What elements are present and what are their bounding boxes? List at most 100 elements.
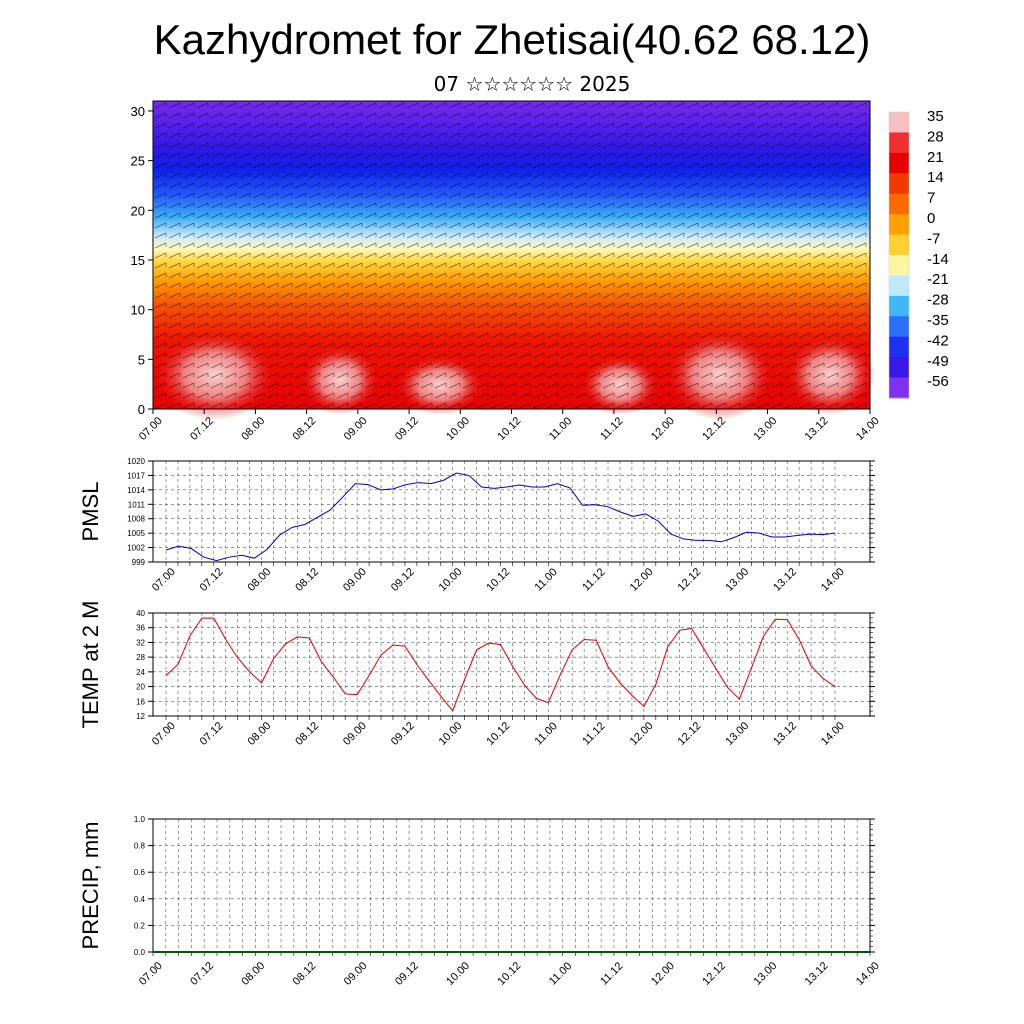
colorbar: 35 28 21 14 7 0 -7 -14 -21 -28 -35 -42 -49 -56 <box>888 108 949 399</box>
y-tick-label: 16 <box>136 697 145 706</box>
colorbar-label: -14 <box>927 251 949 268</box>
x-tick-label: 14.00 <box>819 720 847 748</box>
y-tick-label: 40 <box>136 609 145 618</box>
x-tick-label: 11.00 <box>547 960 574 987</box>
temp-panel: 12 16 20 24 28 32 36 40 07.00 07.12 08.00 08.12 09.0… <box>78 601 875 748</box>
x-tick-label: 09.12 <box>393 415 421 443</box>
x-tick-label: 10.12 <box>484 720 512 748</box>
x-tick-label: 08.12 <box>291 415 319 443</box>
x-tick-label: 14.00 <box>819 566 847 594</box>
colorbar-swatch <box>889 112 909 133</box>
pmsl-panel: 999 1002 1005 1008 1011 1014 1017 1020 07.00 07.1… <box>78 457 875 594</box>
colorbar-swatch <box>889 255 909 276</box>
x-tick-label: 08.00 <box>239 960 267 988</box>
pmsl-series <box>165 472 836 562</box>
y-tick-label: 15 <box>131 253 145 268</box>
x-tick-label: 13.00 <box>751 960 779 988</box>
x-tick-label: 09.12 <box>389 720 417 748</box>
y-tick-label: 5 <box>138 352 145 367</box>
y-tick-label: 0.4 <box>134 895 146 904</box>
colorbar-label: -49 <box>927 353 949 370</box>
x-tick-label: 07.00 <box>137 415 165 443</box>
colorbar-swatch <box>889 275 909 297</box>
x-tick-label: 11.00 <box>532 720 559 747</box>
colorbar-label: -7 <box>927 230 940 247</box>
y-axis-label: PMSL <box>78 482 103 542</box>
y-tick-label: 24 <box>136 668 145 677</box>
colorbar-swatch <box>889 357 909 379</box>
panel-frame <box>152 460 871 563</box>
x-tick-label: 14.00 <box>854 960 882 988</box>
x-tick-label: 13.12 <box>771 720 799 748</box>
y-axis-label: PRECIP, mm <box>78 822 103 950</box>
wind-vectors <box>153 101 870 409</box>
y-tick-label: 999 <box>132 558 146 567</box>
x-tick-label: 07.00 <box>150 720 178 748</box>
x-tick-label: 10.00 <box>444 415 472 443</box>
y-tick-label: 30 <box>131 104 145 119</box>
colorbar-frame <box>888 111 910 399</box>
x-tick-label: 10.12 <box>484 566 512 594</box>
colorbar-swatch <box>889 336 909 358</box>
colorbar-label: 14 <box>927 169 944 186</box>
colorbar-label: 7 <box>927 190 935 207</box>
colorbar-swatch <box>889 173 909 195</box>
y-tick-label: 28 <box>136 653 145 662</box>
colorbar-swatch <box>889 214 909 236</box>
y-axis-label: TEMP at 2 M <box>78 601 103 729</box>
chart-subtitle: 07 ☆☆☆☆☆☆ 2025 <box>433 72 631 96</box>
x-tick-label: 07.00 <box>137 960 165 988</box>
colorbar-label: -21 <box>927 271 949 288</box>
chart-title: Kazhydromet for Zhetisai(40.62 68.12) <box>153 16 871 63</box>
x-tick-label: 07.12 <box>188 960 216 988</box>
colorbar-swatch <box>889 316 909 338</box>
y-tick-label: 10 <box>131 303 145 318</box>
y-tick-label: 1020 <box>127 457 145 466</box>
x-tick-label: 10.12 <box>495 960 523 988</box>
y-tick-label: 1017 <box>127 471 145 480</box>
x-tick-label: 11.12 <box>580 566 607 593</box>
x-tick-label: 09.12 <box>389 566 417 594</box>
y-tick-label: 36 <box>136 624 145 633</box>
colorbar-swatch <box>889 377 909 399</box>
x-tick-label: 08.00 <box>239 415 267 443</box>
y-tick-label: 25 <box>131 154 145 169</box>
x-tick-label: 10.00 <box>437 566 465 594</box>
colorbar-label: -28 <box>927 292 949 309</box>
x-tick-label: 08.00 <box>245 566 273 594</box>
y-tick-label: 0.2 <box>134 921 146 930</box>
x-tick-label: 12.00 <box>628 720 656 748</box>
colorbar-label: -35 <box>927 312 949 329</box>
y-tick-label: 1014 <box>127 486 145 495</box>
x-tick-label: 11.00 <box>532 566 559 593</box>
x-tick-label: 11.12 <box>598 960 625 987</box>
y-tick-label: 1.0 <box>134 815 146 824</box>
x-tick-label: 10.00 <box>437 720 465 748</box>
colorbar-swatch <box>889 295 909 317</box>
x-tick-label: 11.00 <box>547 415 574 442</box>
x-tick-label: 13.12 <box>803 415 831 443</box>
x-tick-label: 09.00 <box>342 415 370 443</box>
x-tick-label: 11.12 <box>580 720 607 747</box>
colorbar-swatch <box>889 132 909 154</box>
x-tick-label: 12.12 <box>700 960 728 988</box>
y-tick-label: 1008 <box>127 515 145 524</box>
x-tick-label: 07.12 <box>198 720 226 748</box>
x-tick-label: 13.12 <box>803 960 831 988</box>
y-tick-label: 0.0 <box>134 948 146 957</box>
colorbar-label: 0 <box>927 210 935 227</box>
x-tick-label: 07.12 <box>198 566 226 594</box>
x-tick-label: 13.00 <box>723 720 751 748</box>
x-tick-label: 12.00 <box>628 566 656 594</box>
x-tick-label: 09.00 <box>342 960 370 988</box>
x-tick-label: 08.00 <box>245 720 273 748</box>
x-tick-label: 12.12 <box>676 720 704 748</box>
x-tick-label: 12.00 <box>649 960 677 988</box>
x-tick-label: 08.12 <box>291 960 319 988</box>
x-tick-label: 14.00 <box>854 415 882 443</box>
colorbar-label: 21 <box>927 149 944 166</box>
colorbar-label: 28 <box>927 128 944 145</box>
y-tick-label: 20 <box>136 683 145 692</box>
